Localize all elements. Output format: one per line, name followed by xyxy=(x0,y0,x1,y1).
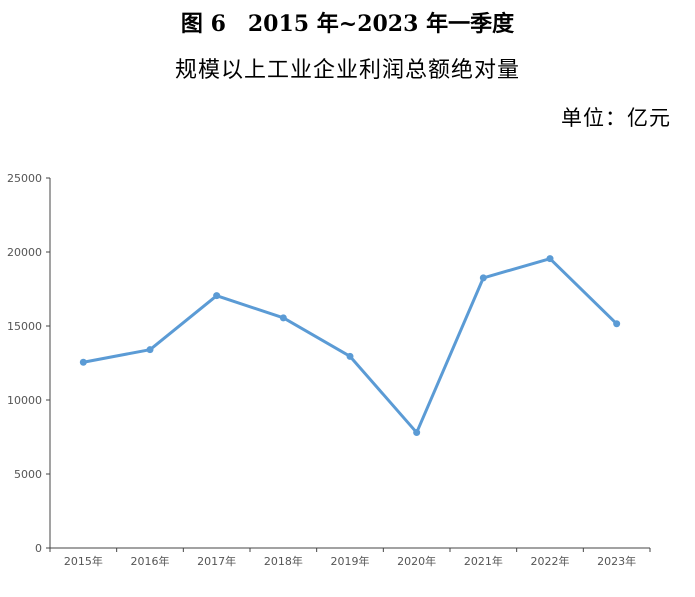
chart-title-line2: 规模以上工业企业利润总额绝对量 xyxy=(174,58,520,83)
x-tick-label: 2018年 xyxy=(264,554,303,568)
x-tick-label: 2023年 xyxy=(597,554,636,568)
x-tick-label: 2021年 xyxy=(464,554,503,568)
data-point xyxy=(546,255,554,263)
y-tick-label: 0 xyxy=(35,542,42,555)
data-point xyxy=(613,320,621,328)
data-point xyxy=(213,292,221,300)
x-tick-label: 2016年 xyxy=(131,554,170,568)
data-point xyxy=(79,358,87,366)
x-tick-label: 2017年 xyxy=(197,554,236,568)
data-point xyxy=(146,346,154,354)
x-tick-label: 2020年 xyxy=(397,554,436,568)
y-tick-label: 20000 xyxy=(7,246,42,259)
y-tick-label: 25000 xyxy=(7,172,42,185)
data-point xyxy=(413,429,421,437)
chart-title-line1: 图 6 2015 年~2023 年一季度 xyxy=(180,11,515,37)
y-tick-label: 15000 xyxy=(7,320,42,333)
x-tick-label: 2015年 xyxy=(64,554,103,568)
y-tick-label: 10000 xyxy=(7,394,42,407)
data-point xyxy=(279,314,287,322)
x-tick-label: 2019年 xyxy=(331,554,370,568)
data-point xyxy=(479,274,487,282)
x-tick-label: 2022年 xyxy=(531,554,570,568)
series-line xyxy=(83,257,618,435)
unit-label: 单位：亿元 xyxy=(561,106,671,130)
data-point xyxy=(346,352,354,360)
y-tick-label: 5000 xyxy=(14,468,42,481)
